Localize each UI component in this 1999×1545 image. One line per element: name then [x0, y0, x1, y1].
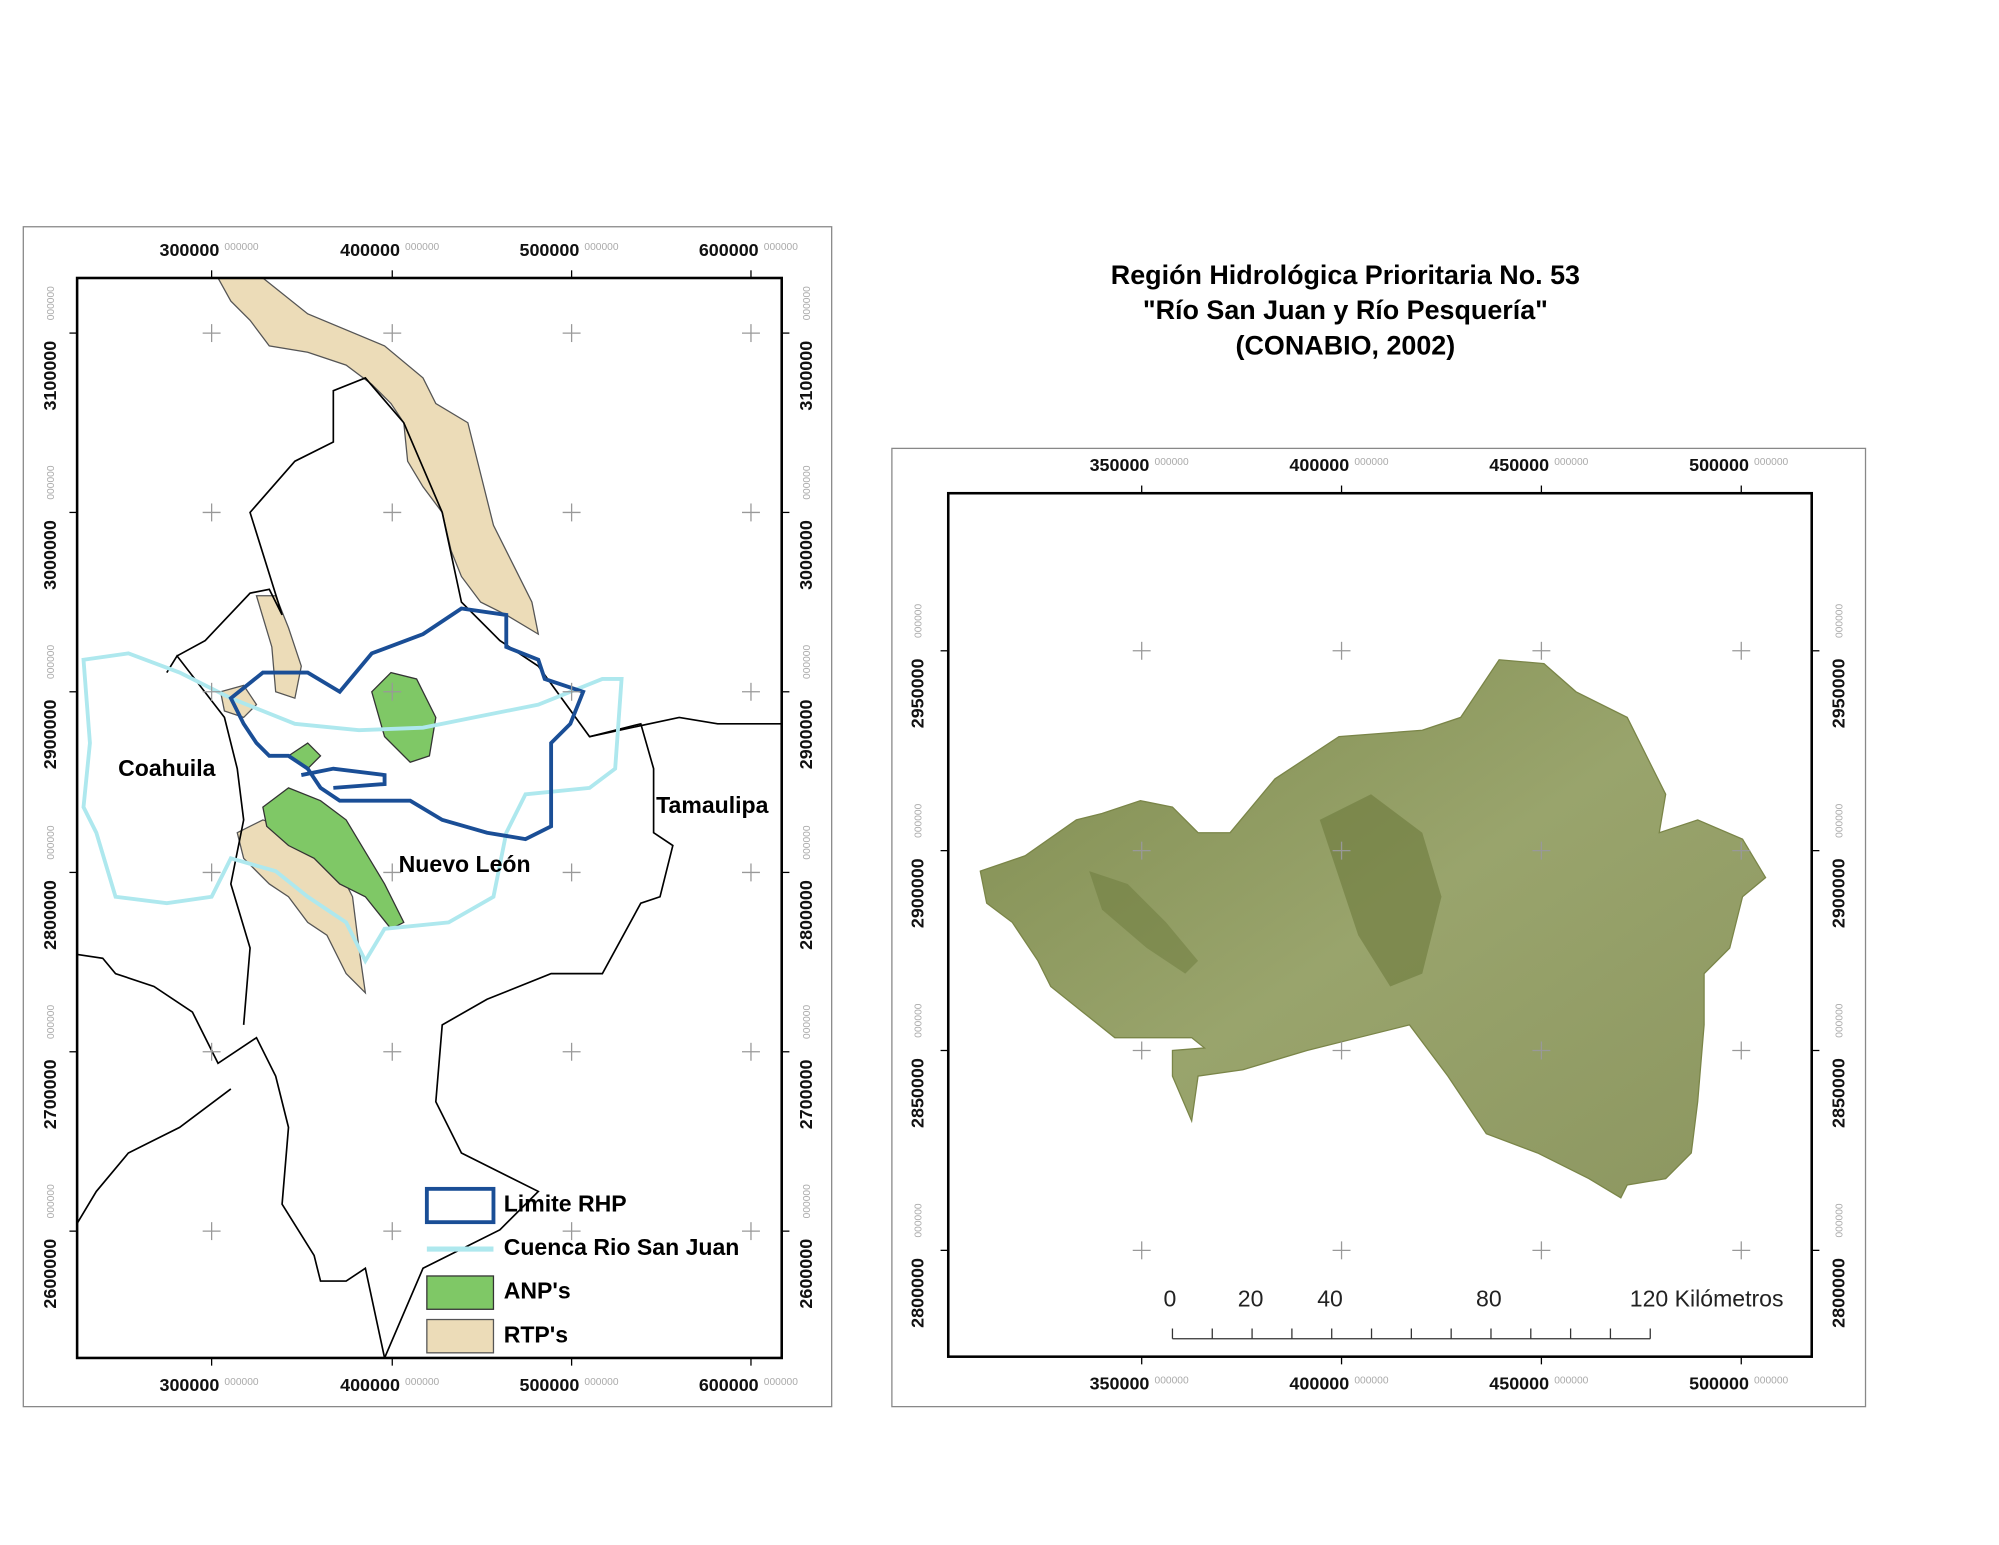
- tick-suffix: 000000: [46, 1005, 57, 1039]
- y-tick-label: 2950000: [908, 658, 928, 728]
- y-tick-label: 2900000: [796, 699, 816, 769]
- tick-suffix: 000000: [764, 1377, 798, 1388]
- tick-suffix: 000000: [802, 1184, 813, 1218]
- scale-label: 40: [1317, 1285, 1343, 1311]
- right-map-border: [946, 491, 1813, 1358]
- legend-swatch: [426, 1275, 495, 1310]
- tick-suffix: 000000: [46, 465, 57, 499]
- tick-suffix: 000000: [405, 242, 439, 253]
- place-label: Tamaulipa: [656, 792, 768, 818]
- y-tick-label: 2700000: [796, 1059, 816, 1129]
- scale-label: 0: [1163, 1285, 1176, 1311]
- y-tick-label: 2850000: [908, 1058, 928, 1128]
- tick-suffix: 000000: [46, 825, 57, 859]
- x-tick-label: 500000: [519, 240, 579, 260]
- y-tick-label: 3100000: [40, 341, 60, 411]
- y-tick-label: 2850000: [1829, 1058, 1849, 1128]
- tick-suffix: 000000: [802, 1005, 813, 1039]
- tick-suffix: 000000: [1835, 1003, 1846, 1037]
- x-tick-label: 450000: [1489, 455, 1549, 475]
- y-tick-label: 2900000: [40, 699, 60, 769]
- tick-suffix: 000000: [1835, 803, 1846, 837]
- x-tick-label: 400000: [1289, 455, 1349, 475]
- y-tick-label: 2700000: [40, 1059, 60, 1129]
- scale-label: 20: [1238, 1285, 1264, 1311]
- tick-suffix: 000000: [1554, 457, 1588, 468]
- sierra: [1089, 871, 1199, 974]
- y-tick-label: 2800000: [40, 880, 60, 950]
- y-tick-label: 2800000: [796, 880, 816, 950]
- tick-suffix: 000000: [802, 286, 813, 320]
- tick-suffix: 000000: [913, 803, 924, 837]
- left-map-border: [75, 276, 783, 1360]
- y-tick-label: 2900000: [1829, 858, 1849, 928]
- tick-suffix: 000000: [1155, 1376, 1189, 1387]
- sierra: [1319, 794, 1442, 987]
- x-tick-label: 600000: [699, 240, 759, 260]
- title: "Río San Juan y Río Pesquería": [1143, 295, 1548, 325]
- y-tick-label: 3100000: [796, 341, 816, 411]
- place-label: Coahuila: [118, 755, 216, 781]
- y-tick-label: 3000000: [796, 520, 816, 590]
- x-tick-label: 500000: [519, 1375, 579, 1395]
- title: (CONABIO, 2002): [1236, 330, 1456, 360]
- tick-suffix: 000000: [1754, 457, 1788, 468]
- x-tick-label: 300000: [160, 240, 220, 260]
- x-tick-label: 300000: [160, 1375, 220, 1395]
- y-tick-label: 2600000: [40, 1239, 60, 1309]
- x-tick-label: 400000: [1289, 1374, 1349, 1394]
- tick-suffix: 000000: [913, 604, 924, 638]
- y-tick-label: 2800000: [908, 1258, 928, 1328]
- y-tick-label: 2900000: [908, 858, 928, 928]
- x-tick-label: 450000: [1489, 1374, 1549, 1394]
- x-tick-label: 500000: [1689, 1374, 1749, 1394]
- tick-suffix: 000000: [224, 242, 258, 253]
- tick-suffix: 000000: [584, 1377, 618, 1388]
- tick-suffix: 000000: [46, 286, 57, 320]
- left-map-features: [77, 277, 782, 1358]
- left-frame: [22, 226, 833, 1408]
- place-label: Nuevo León: [399, 851, 531, 877]
- y-tick-label: 2600000: [796, 1239, 816, 1309]
- legend-swatch: [426, 1318, 495, 1354]
- scale-label: 80: [1476, 1285, 1502, 1311]
- tick-suffix: 000000: [1754, 1376, 1788, 1387]
- legend-label: Limite RHP: [504, 1191, 627, 1217]
- tick-suffix: 000000: [1354, 457, 1388, 468]
- tick-suffix: 000000: [1554, 1376, 1588, 1387]
- x-tick-label: 350000: [1090, 1374, 1150, 1394]
- y-tick-label: 2950000: [1829, 658, 1849, 728]
- tick-suffix: 000000: [1155, 457, 1189, 468]
- tick-suffix: 000000: [1835, 604, 1846, 638]
- tick-suffix: 000000: [405, 1377, 439, 1388]
- legend-label: Cuenca Rio San Juan: [504, 1234, 740, 1260]
- tick-suffix: 000000: [802, 465, 813, 499]
- scale-label: 120 Kilómetros: [1630, 1285, 1784, 1311]
- tick-suffix: 000000: [1354, 1376, 1388, 1387]
- tick-suffix: 000000: [46, 1184, 57, 1218]
- tick-suffix: 000000: [584, 242, 618, 253]
- tick-suffix: 000000: [913, 1203, 924, 1237]
- x-tick-label: 400000: [340, 1375, 400, 1395]
- tick-suffix: 000000: [224, 1377, 258, 1388]
- legend-swatch: [424, 1186, 496, 1225]
- x-tick-label: 500000: [1689, 455, 1749, 475]
- x-tick-label: 600000: [699, 1375, 759, 1395]
- y-tick-label: 3000000: [40, 520, 60, 590]
- tick-suffix: 000000: [46, 645, 57, 679]
- x-tick-label: 350000: [1090, 455, 1150, 475]
- legend-label: ANP's: [504, 1278, 571, 1304]
- tick-suffix: 000000: [1835, 1203, 1846, 1237]
- tick-suffix: 000000: [802, 645, 813, 679]
- tick-suffix: 000000: [764, 242, 798, 253]
- right-frame: [891, 447, 1867, 1408]
- x-tick-label: 400000: [340, 240, 400, 260]
- title: Región Hidrológica Prioritaria No. 53: [1111, 260, 1580, 290]
- y-tick-label: 2800000: [1829, 1258, 1849, 1328]
- tick-suffix: 000000: [913, 1003, 924, 1037]
- tick-suffix: 000000: [802, 825, 813, 859]
- legend-label: RTP's: [504, 1321, 568, 1347]
